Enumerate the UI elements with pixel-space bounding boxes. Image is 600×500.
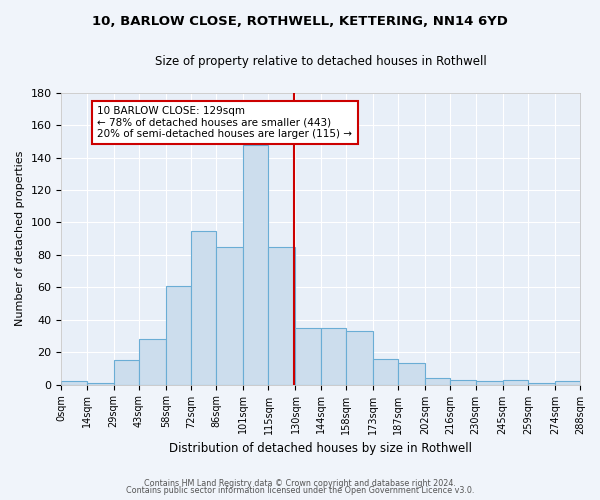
Bar: [86, 383, 113, 384]
Text: Contains public sector information licensed under the Open Government Licence v3: Contains public sector information licen…: [126, 486, 474, 495]
Bar: [451, 380, 476, 384]
Bar: [268, 247, 295, 384]
Bar: [425, 378, 451, 384]
Bar: [243, 144, 268, 384]
Bar: [373, 358, 398, 384]
Bar: [321, 328, 346, 384]
Bar: [503, 380, 528, 384]
Bar: [555, 382, 580, 384]
Bar: [398, 364, 425, 384]
Bar: [139, 339, 166, 384]
X-axis label: Distribution of detached houses by size in Rothwell: Distribution of detached houses by size …: [169, 442, 472, 455]
Bar: [166, 286, 191, 384]
Bar: [216, 247, 243, 384]
Text: Contains HM Land Registry data © Crown copyright and database right 2024.: Contains HM Land Registry data © Crown c…: [144, 478, 456, 488]
Bar: [346, 331, 373, 384]
Bar: [528, 383, 555, 384]
Bar: [61, 382, 86, 384]
Bar: [295, 328, 321, 384]
Text: 10, BARLOW CLOSE, ROTHWELL, KETTERING, NN14 6YD: 10, BARLOW CLOSE, ROTHWELL, KETTERING, N…: [92, 15, 508, 28]
Text: 10 BARLOW CLOSE: 129sqm
← 78% of detached houses are smaller (443)
20% of semi-d: 10 BARLOW CLOSE: 129sqm ← 78% of detache…: [97, 106, 352, 139]
Bar: [476, 382, 503, 384]
Bar: [191, 230, 216, 384]
Title: Size of property relative to detached houses in Rothwell: Size of property relative to detached ho…: [155, 55, 487, 68]
Y-axis label: Number of detached properties: Number of detached properties: [15, 151, 25, 326]
Bar: [113, 360, 139, 384]
